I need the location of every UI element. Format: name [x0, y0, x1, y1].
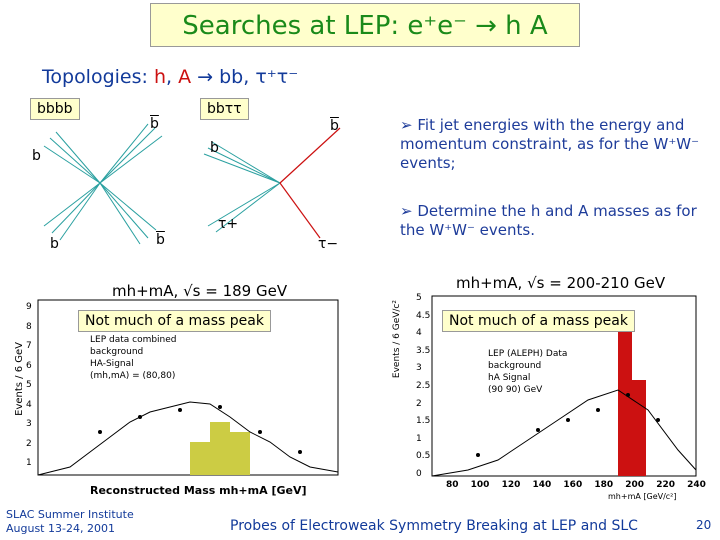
ytick: 6: [26, 360, 32, 371]
jet-tau-minus: τ−: [318, 236, 339, 252]
plot-left-graphic: [37, 299, 339, 476]
ytick: 7: [26, 341, 32, 351]
plot-left-note: Not much of a mass peak: [78, 310, 271, 332]
topology-sep: ,: [166, 66, 173, 88]
legend-signal: HA-Signal: [90, 359, 134, 369]
legend-mass: (mh,mA) = (80,80): [90, 371, 176, 381]
xtick: 180: [594, 480, 614, 490]
ytick: 3: [416, 363, 422, 374]
plot-left-ylabel: Events / 6 GeV: [14, 342, 25, 416]
footer-date: August 13-24, 2001: [6, 522, 115, 535]
ytick: 2.5: [416, 380, 431, 391]
plot-left-legend: LEP data combined background HA-Signal (…: [90, 334, 177, 382]
plot-right-graphic: [431, 295, 697, 477]
jet-b-bottom: b: [50, 236, 59, 252]
footer-center: Probes of Electroweak Symmetry Breaking …: [230, 518, 638, 534]
plot-right: Events / 6 GeV/c² 5 4.5 4 3.5 3 2.5 2 1.5 1 0.5 0 …: [388, 290, 708, 502]
ytick: 4: [416, 328, 422, 339]
topology-a: A: [178, 66, 192, 88]
jet-b-left: b: [32, 148, 41, 164]
ytick: 1: [26, 458, 32, 468]
diagram-bbtautau-label: bbττ: [200, 98, 249, 120]
jet-b-bar-right: b: [330, 118, 339, 134]
xtick: 100: [470, 480, 490, 490]
ytick: 1.5: [416, 416, 431, 427]
plot-left: Events / 6 GeV 9 8 7 6 5 4 3 2 1 LEP data combin…: [10, 292, 350, 502]
plot-left-xlabel: Reconstructed Mass mh+mA [GeV]: [90, 484, 307, 497]
xtick: 240: [687, 480, 706, 490]
plot-right-legend: LEP (ALEPH) Data background hA Signal (9…: [488, 348, 567, 396]
ytick: 0: [416, 468, 422, 479]
topology-h: h: [153, 66, 167, 88]
ytick: 8: [26, 321, 32, 332]
ytick: 2: [26, 438, 32, 449]
plot-right-ylabel: Events / 6 GeV/c²: [392, 300, 402, 379]
slide-title: Searches at LEP: e⁺e⁻ → h A: [150, 3, 580, 47]
diagram-bbtautau: bbττ b b τ+ τ−: [200, 98, 360, 258]
plot-right-heading: mh+mA, √s = 200-210 GeV: [456, 274, 666, 292]
diagram-bbbb-graphic: [43, 123, 163, 245]
topology-rest: → bb, τ⁺τ⁻: [197, 66, 299, 88]
jet-b-right: b: [210, 140, 219, 156]
footer-left: SLAC Summer Institute August 13-24, 2001: [6, 508, 134, 536]
legend-mass: (90 90) GeV: [488, 385, 543, 395]
footer-event: SLAC Summer Institute: [6, 508, 134, 521]
legend-signal: hA Signal: [488, 373, 531, 383]
xtick: 160: [563, 480, 583, 490]
xtick: 140: [532, 480, 552, 490]
ytick: 4.5: [416, 310, 431, 321]
plot-right-xticks: 80 100 120 140 160 180 200 220 240: [446, 480, 706, 490]
bullet-2: ➢ Determine the h and A masses as for th…: [400, 202, 697, 239]
bullet-1-text: Fit jet energies with the energy and mom…: [400, 116, 700, 172]
xtick: 220: [656, 480, 675, 490]
legend-data: LEP (ALEPH) Data: [488, 349, 568, 359]
legend-data: LEP data combined: [90, 335, 177, 345]
legend-background: background: [488, 361, 542, 371]
ytick: 5: [26, 380, 32, 390]
ytick: 5: [416, 293, 422, 303]
topologies-line: Topologies: h, A → bb, τ⁺τ⁻: [42, 66, 298, 88]
ytick: 0.5: [416, 451, 431, 462]
diagram-bbbb-label: bbbb: [30, 98, 80, 120]
plot-left-yticks: 9 8 7 6 5 4 3 2 1: [26, 298, 32, 474]
xtick: 80: [446, 480, 459, 490]
xtick: 120: [501, 480, 521, 490]
jet-b-bar-top: b: [150, 116, 159, 132]
plot-right-note: Not much of a mass peak: [442, 310, 635, 332]
ytick: 9: [26, 302, 32, 312]
page-number: 20: [696, 518, 712, 532]
ytick: 3.5: [416, 345, 431, 356]
plot-right-xlabel: mh+mA [GeV/c²]: [608, 492, 677, 501]
plot-right-yticks: 5 4.5 4 3.5 3 2.5 2 1.5 1 0.5 0: [416, 290, 430, 484]
ytick: 2: [416, 398, 422, 409]
jet-tau-plus: τ+: [218, 216, 239, 232]
diagram-bbtautau-graphic: [203, 127, 341, 239]
jet-b-bar-bottom: b: [156, 232, 165, 248]
diagram-bbbb: bbbb b b b b: [30, 98, 200, 258]
bullet-2-text: Determine the h and A masses as for the …: [400, 202, 697, 239]
legend-background: background: [90, 347, 144, 357]
bullet-1: ➢ Fit jet energies with the energy and m…: [400, 116, 700, 172]
plot-left-heading: mh+mA, √s = 189 GeV: [112, 282, 288, 300]
topologies-prefix: Topologies:: [42, 66, 148, 88]
ytick: 1: [416, 433, 422, 444]
ytick: 4: [26, 399, 32, 410]
xtick: 200: [625, 480, 645, 490]
ytick: 3: [26, 419, 32, 429]
